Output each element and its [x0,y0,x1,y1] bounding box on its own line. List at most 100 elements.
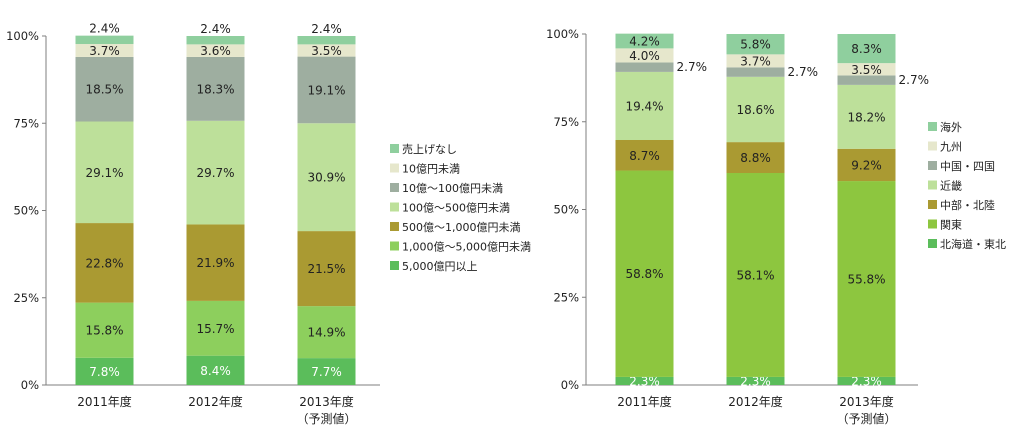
right-bar-segment [726,76,785,143]
left-legend-label: 10億～100億円未満 [402,182,503,195]
left-bar-segment [75,302,134,358]
left-data-label: 14.9% [307,326,345,340]
left-data-label: 3.5% [311,44,342,58]
left-x-tick-label: 2013年度 [299,394,354,409]
right-data-label: 8.8% [740,151,771,165]
left-data-label: 18.5% [85,83,123,97]
right-bar-segment [837,376,896,385]
left-data-label: 30.9% [307,171,345,185]
left-legend-swatch [390,202,399,212]
right-data-label: 2.3% [740,374,771,388]
left-legend-swatch [390,241,399,251]
left-bar-segment [297,306,356,359]
right-legend-swatch [928,239,937,248]
right-legend-label: 北海道・東北 [940,237,1006,251]
left-data-label: 15.8% [85,324,123,338]
left-x-tick-label: 2012年度 [188,394,243,409]
right-data-label: 3.7% [740,54,771,68]
left-bar-segment [297,36,356,45]
left-bar-segment [186,56,245,121]
left-data-label: 18.3% [196,82,234,96]
right-bar-segment [615,170,674,377]
left-bar-segment [186,120,245,225]
right-bar-segment [726,54,785,68]
right-legend-label: 関東 [940,219,962,232]
right-bar-segment [837,181,896,377]
right-legend-swatch [928,161,937,170]
left-bar-segment [297,44,356,57]
right-bar-segment [615,33,674,49]
right-bar-segment [615,140,674,171]
left-bar-segment [297,123,356,232]
left-bar-segment [297,231,356,307]
right-x-tick-label: 2011年度 [617,394,672,409]
left-bar-segment [186,300,245,356]
right-legend-swatch [928,122,937,131]
right-x-tick-note: （予測値） [836,411,896,426]
left-data-label: 2.4% [89,22,120,36]
left-data-label: 2.4% [200,22,231,36]
right-data-label: 58.1% [736,268,774,282]
left-bar-segment [297,358,356,385]
left-bar-segment [75,223,134,303]
left-legend-swatch [390,163,399,173]
right-data-label: 5.8% [740,38,771,52]
right-bar-segment [726,34,785,55]
right-legend-swatch [928,200,937,209]
right-bar-segment [837,84,896,149]
right-y-tick-label: 0% [561,378,579,392]
left-data-label: 22.8% [85,256,123,270]
right-bar-segment [726,142,785,173]
left-y-tick-label: 75% [13,116,39,130]
right-y-tick-label: 100% [546,27,579,41]
right-data-label: 3.5% [851,63,882,77]
left-data-label: 8.4% [200,364,231,378]
left-legend-label: 500億～1,000億円未満 [402,221,521,234]
right-legend-swatch [928,180,937,190]
right-legend-swatch [928,141,937,151]
right-data-label: 18.2% [847,110,885,124]
right-bar-segment [726,376,785,385]
left-data-label: 15.7% [196,322,234,336]
left-bar-segment [75,56,134,122]
right-data-label: 55.8% [847,272,885,286]
right-data-label: 2.7% [788,65,819,79]
right-bar-segment [726,172,785,377]
left-legend-label: 100億～500億円未満 [402,202,510,215]
left-data-label: 29.1% [85,166,123,180]
right-data-label: 8.7% [629,149,660,163]
right-bar-segment [615,62,674,72]
left-data-label: 21.5% [307,262,345,276]
left-data-label: 7.7% [311,365,342,379]
left-legend-swatch [390,222,399,231]
left-legend-label: 10億円未満 [402,163,460,176]
right-data-label: 19.4% [625,99,663,113]
right-bar-segment [837,63,896,76]
left-data-label: 3.7% [89,44,120,58]
right-data-label: 2.3% [629,374,660,388]
right-x-tick-label: 2012年度 [728,394,783,409]
right-legend-label: 中国・四国 [940,160,995,173]
right-data-label: 4.2% [629,35,660,49]
left-y-tick-label: 0% [21,378,39,392]
left-bar-segment [186,224,245,301]
right-data-label: 8.3% [851,42,882,56]
left-legend-label: 売上げなし [402,143,457,156]
left-bar-segment [186,36,245,45]
right-legend-label: 海外 [940,120,962,134]
right-y-tick-label: 25% [553,290,579,304]
right-x-tick-label: 2013年度 [839,394,894,409]
left-x-tick-note: （予測値） [296,411,356,426]
right-data-label: 2.3% [851,374,882,388]
right-data-label: 18.6% [736,103,774,117]
left-legend-swatch [390,144,399,153]
left-data-label: 29.7% [196,166,234,180]
left-bar-segment [186,44,245,57]
left-bar-segment [75,357,134,385]
right-legend-label: 中部・北陸 [940,198,995,212]
right-bar-segment [837,148,896,182]
right-y-tick-label: 75% [553,115,579,129]
right-y-tick-label: 50% [553,203,579,217]
